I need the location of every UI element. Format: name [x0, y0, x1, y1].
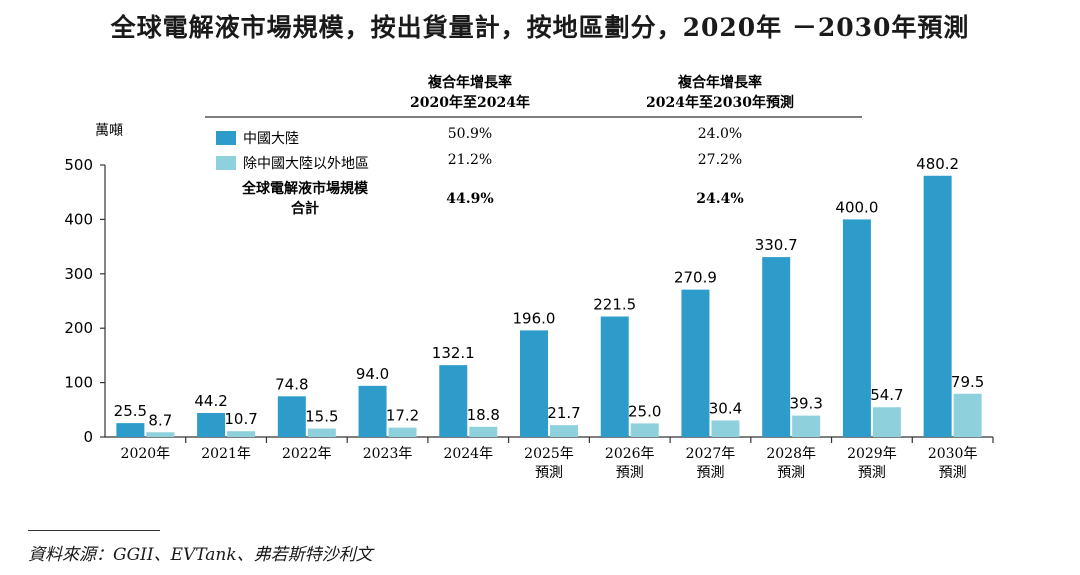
y-tick-label: 200 — [64, 319, 93, 337]
bar-china — [277, 396, 306, 437]
y-tick-label: 400 — [64, 210, 93, 228]
bar-rest-of-world — [550, 425, 578, 437]
data-label-rest-of-world: 54.7 — [870, 386, 903, 404]
data-label-rest-of-world: 79.5 — [951, 373, 984, 391]
bar-china — [762, 257, 791, 437]
x-tick-label-line2: 預測 — [939, 465, 967, 481]
data-label-rest-of-world: 18.8 — [467, 406, 500, 424]
bar-china — [600, 316, 629, 437]
x-tick-label: 2024年 — [443, 446, 493, 462]
bar-china — [116, 423, 145, 437]
x-tick-label: 2028年 — [766, 446, 816, 462]
y-tick-label: 0 — [83, 428, 93, 446]
cagr-total-label-line2: 合計 — [291, 200, 319, 217]
x-tick-label: 2029年 — [847, 446, 897, 462]
legend-label-china: 中國大陸 — [243, 131, 299, 147]
x-tick-label: 2027年 — [686, 446, 736, 462]
x-tick-label-line2: 預測 — [858, 465, 886, 481]
legend-label-rest-of-world: 除中國大陸以外地區 — [243, 156, 369, 172]
x-tick-label: 2022年 — [282, 446, 332, 462]
data-label-china: 480.2 — [916, 155, 959, 173]
data-label-china: 196.0 — [513, 309, 556, 327]
bars: 25.58.7 44.210.7 74.8 15.5 94.0 17.2 132.1 18.8… — [114, 155, 984, 438]
x-tick-label-line2: 預測 — [535, 465, 563, 481]
bar-china — [842, 219, 871, 437]
bar-china — [923, 175, 952, 438]
chart-title: 全球電解液市場規模，按出貨量計，按地區劃分，2020年 －2030年預測 — [110, 13, 970, 42]
data-label-rest-of-world: 10.7 — [224, 410, 257, 428]
cagr-col1-header-line2: 2020年至2024年 — [410, 94, 530, 111]
cagr-row-2024-2030: 27.2% — [698, 152, 742, 168]
data-label-china: 270.9 — [674, 269, 717, 287]
bar-rest-of-world — [711, 420, 740, 437]
y-axis-unit-label: 萬噸 — [95, 123, 123, 139]
cagr-col1-header-line1: 複合年增長率 — [427, 74, 512, 91]
cagr-total-2020-2024: 44.9% — [446, 191, 493, 207]
data-label-rest-of-world: 8.7 — [148, 411, 172, 429]
cagr-row-2020-2024: 21.2% — [448, 152, 492, 168]
bar-rest-of-world — [307, 428, 336, 437]
bar-rest-of-world — [146, 432, 175, 437]
cagr-total-2024-2030: 24.4% — [696, 191, 743, 207]
x-tick-label: 2025年 — [524, 446, 574, 462]
data-label-rest-of-world: 39.3 — [789, 395, 822, 413]
bar-rest-of-world — [630, 423, 659, 437]
x-tick-label-line2: 預測 — [696, 465, 724, 481]
legend-swatch-rest-of-world — [216, 156, 236, 170]
bar-china — [439, 365, 468, 437]
source-note: 資料來源：GGII、EVTank、弗若斯特沙利文 — [28, 545, 373, 565]
bar-rest-of-world — [227, 431, 256, 437]
cagr-total-label-line1: 全球電解液市場規模 — [241, 180, 369, 197]
data-label-china: 25.5 — [114, 402, 147, 420]
axes: 0 100 200 300 400 500 2020年 2021年 2022年 2023年 2024… — [64, 156, 994, 481]
x-tick-label: 2030年 — [928, 446, 978, 462]
cagr-table: 複合年增長率 2020年至2024年 複合年增長率 2024年至2030年預測 … — [205, 74, 862, 217]
bar-rest-of-world — [872, 407, 901, 437]
cagr-col2-header-line1: 複合年增長率 — [677, 74, 762, 91]
bar-china — [197, 412, 226, 437]
data-label-china: 94.0 — [356, 365, 389, 383]
bar-china — [681, 289, 710, 437]
data-label-rest-of-world: 17.2 — [386, 407, 419, 425]
data-label-china: 330.7 — [755, 236, 798, 254]
cagr-col2-header-line2: 2024年至2030年預測 — [646, 94, 794, 111]
bar-rest-of-world — [388, 427, 417, 437]
data-label-rest-of-world: 30.4 — [709, 399, 742, 417]
x-tick-label: 2021年 — [201, 446, 251, 462]
y-tick-label: 300 — [64, 265, 93, 283]
data-label-rest-of-world: 21.7 — [547, 404, 580, 422]
data-label-china: 400.0 — [835, 198, 878, 216]
bar-rest-of-world — [469, 426, 498, 437]
x-tick-label: 2023年 — [363, 446, 413, 462]
source-divider — [28, 530, 160, 531]
data-label-china: 221.5 — [593, 296, 636, 314]
bar-china — [520, 330, 548, 437]
x-tick-label-line2: 預測 — [616, 465, 644, 481]
bar-rest-of-world — [792, 415, 821, 437]
x-tick-label-line2: 預測 — [777, 465, 805, 481]
bar-china — [358, 385, 387, 437]
data-label-china: 74.8 — [275, 375, 308, 393]
cagr-china-2024-2030: 24.0% — [698, 126, 742, 142]
x-tick-label: 2020年 — [121, 446, 171, 462]
x-tick-label: 2026年 — [605, 446, 655, 462]
y-tick-label: 500 — [64, 156, 93, 174]
data-label-rest-of-world: 25.0 — [628, 402, 661, 420]
y-tick-label: 100 — [64, 374, 93, 392]
bar-rest-of-world — [953, 393, 982, 437]
legend-swatch-china — [216, 131, 236, 145]
data-label-china: 44.2 — [194, 392, 227, 410]
cagr-china-2020-2024: 50.9% — [448, 126, 492, 142]
data-label-rest-of-world: 15.5 — [305, 408, 338, 426]
data-label-china: 132.1 — [432, 344, 475, 362]
